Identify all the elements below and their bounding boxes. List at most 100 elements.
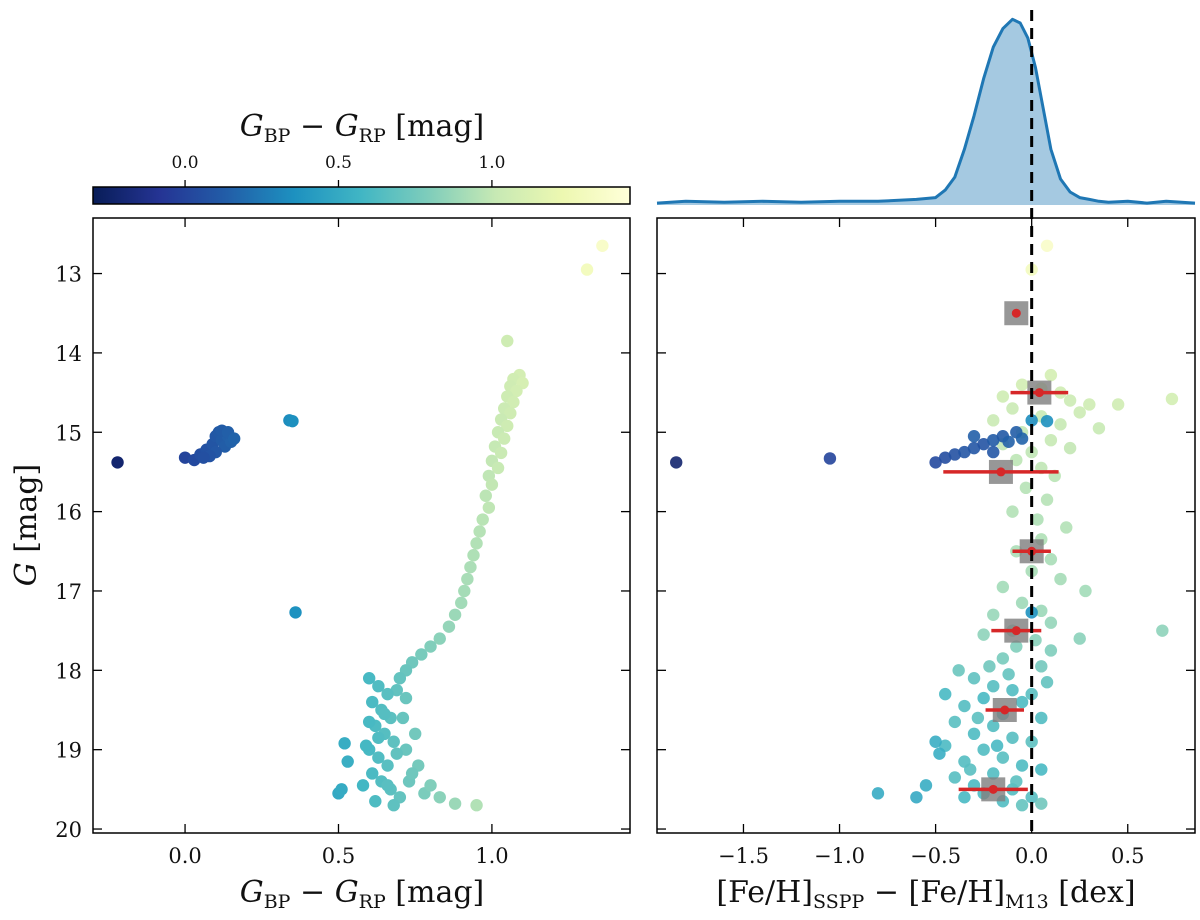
feh-point-18: [1044, 433, 1058, 447]
colorbar-tick-label-1: 0.5: [325, 153, 352, 173]
feh-point-90: [971, 711, 985, 725]
colorbar-label: GBP − GRP [mag]: [240, 109, 484, 147]
feh-point-52: [1006, 683, 1019, 697]
cmd-point-61: [396, 711, 410, 725]
feh-point-100: [967, 441, 981, 455]
feh-points: [670, 239, 1179, 812]
feh-point-96: [929, 456, 942, 469]
feh-point-48: [996, 652, 1010, 665]
feh-point-28: [1031, 513, 1044, 526]
feh-point-38: [1035, 604, 1048, 618]
feh-point-46: [1010, 640, 1023, 653]
feh-point-50: [967, 672, 981, 685]
cmd-point-79: [335, 783, 348, 796]
feh-point-35: [996, 580, 1010, 594]
feh-point-92: [1010, 775, 1023, 788]
feh-xtick-label-4: 0.5: [1111, 844, 1144, 868]
feh-bin-mean-1: [1034, 388, 1044, 398]
cmd-point-23: [482, 501, 496, 514]
cmd-point-0: [596, 239, 609, 252]
feh-xtick-label-0: −1.5: [718, 844, 769, 868]
cmd-point-76: [338, 737, 351, 750]
feh-point-81: [910, 791, 923, 804]
feh-point-22: [1010, 453, 1023, 467]
cmd-point-41: [362, 672, 376, 685]
cmd-point-64: [369, 795, 382, 808]
feh-point-75: [1025, 791, 1038, 804]
feh-point-29: [1060, 521, 1073, 534]
cmd-panel: 0.0 0.5 1.0 13 14 15 16 17 18 19 20 GBP − GRP [mag…: [9, 217, 631, 913]
feh-point-58: [1035, 711, 1048, 725]
cmd-point-66: [359, 739, 373, 752]
cmd-ytick-label-3: 16: [55, 501, 82, 525]
feh-point-37: [1015, 596, 1029, 610]
feh-point-101: [977, 437, 990, 451]
feh-point-32: [1044, 553, 1058, 566]
cmd-points: [111, 239, 609, 812]
feh-bin-mean-5: [1000, 705, 1010, 715]
cmd-point-80: [448, 797, 462, 810]
feh-point-94: [670, 456, 683, 469]
kde-panel: [656, 17, 1196, 205]
feh-point-25: [1019, 481, 1033, 495]
feh-point-71: [948, 771, 962, 784]
feh-point-77: [958, 791, 971, 804]
feh-point-85: [939, 687, 952, 701]
feh-point-82: [871, 787, 885, 800]
feh-point-39: [987, 608, 1000, 621]
feh-bin-mean-2: [996, 467, 1006, 477]
cmd-point-102: [289, 606, 302, 619]
feh-point-97: [939, 451, 952, 464]
cmd-ytick-label-7: 20: [55, 818, 82, 842]
feh-point-8: [1083, 398, 1096, 411]
feh-point-109: [1025, 414, 1038, 427]
cmd-point-42: [372, 679, 385, 693]
cmd-point-67: [390, 747, 403, 760]
cmd-ylabel: G [mag]: [9, 464, 44, 586]
feh-point-51: [987, 679, 1000, 693]
cmd-point-25: [473, 525, 486, 538]
feh-xlabel: [Fe/H]SSPP − [Fe/H]M13 [dex]: [716, 875, 1135, 913]
cmd-point-1: [580, 263, 594, 276]
cmd-point-68: [378, 707, 391, 721]
cmd-point-72: [387, 799, 400, 812]
cmd-point-2: [501, 334, 514, 348]
cmd-point-69: [399, 691, 413, 705]
cmd-point-51: [372, 751, 385, 764]
cmd-point-65: [356, 779, 370, 792]
feh-axes-frame: [656, 217, 1196, 834]
cmd-xlabel: GBP − GRP [mag]: [240, 875, 484, 913]
cmd-point-71: [433, 791, 446, 804]
cmd-ticks: 0.0 0.5 1.0 13 14 15 16 17 18 19 20: [55, 218, 630, 868]
cmd-point-9: [507, 395, 520, 409]
colorbar-ticks: 0.0 0.5 1.0: [172, 153, 505, 187]
cmd-point-74: [381, 779, 394, 792]
feh-xtick-label-3: 0.0: [1015, 844, 1048, 868]
feh-point-79: [1035, 797, 1048, 810]
feh-point-87: [983, 660, 996, 673]
colorbar-bar: [92, 186, 631, 205]
cmd-xtick-label-2: 1.0: [475, 844, 508, 868]
feh-point-69: [1035, 763, 1048, 776]
feh-point-15: [1054, 418, 1067, 431]
cmd-point-60: [409, 727, 422, 741]
feh-point-55: [1015, 695, 1029, 709]
feh-point-16: [1092, 422, 1106, 435]
feh-point-26: [1040, 493, 1054, 506]
cmd-point-101: [286, 414, 299, 428]
feh-point-105: [967, 430, 981, 443]
feh-point-6: [996, 390, 1010, 403]
kde-area: [657, 19, 1195, 205]
feh-point-7: [1063, 394, 1077, 407]
cmd-point-19: [491, 461, 505, 475]
feh-point-102: [987, 433, 1000, 447]
feh-bin-mean-0: [1011, 308, 1021, 318]
cmd-axes-frame: [92, 217, 631, 834]
feh-point-106: [987, 445, 1000, 459]
cmd-point-22: [479, 489, 492, 502]
feh-point-98: [948, 448, 962, 461]
cmd-point-52: [381, 759, 394, 772]
feh-point-107: [1002, 435, 1015, 448]
feh-point-9: [1111, 398, 1125, 411]
feh-xtick-label-1: −1.0: [814, 844, 865, 868]
